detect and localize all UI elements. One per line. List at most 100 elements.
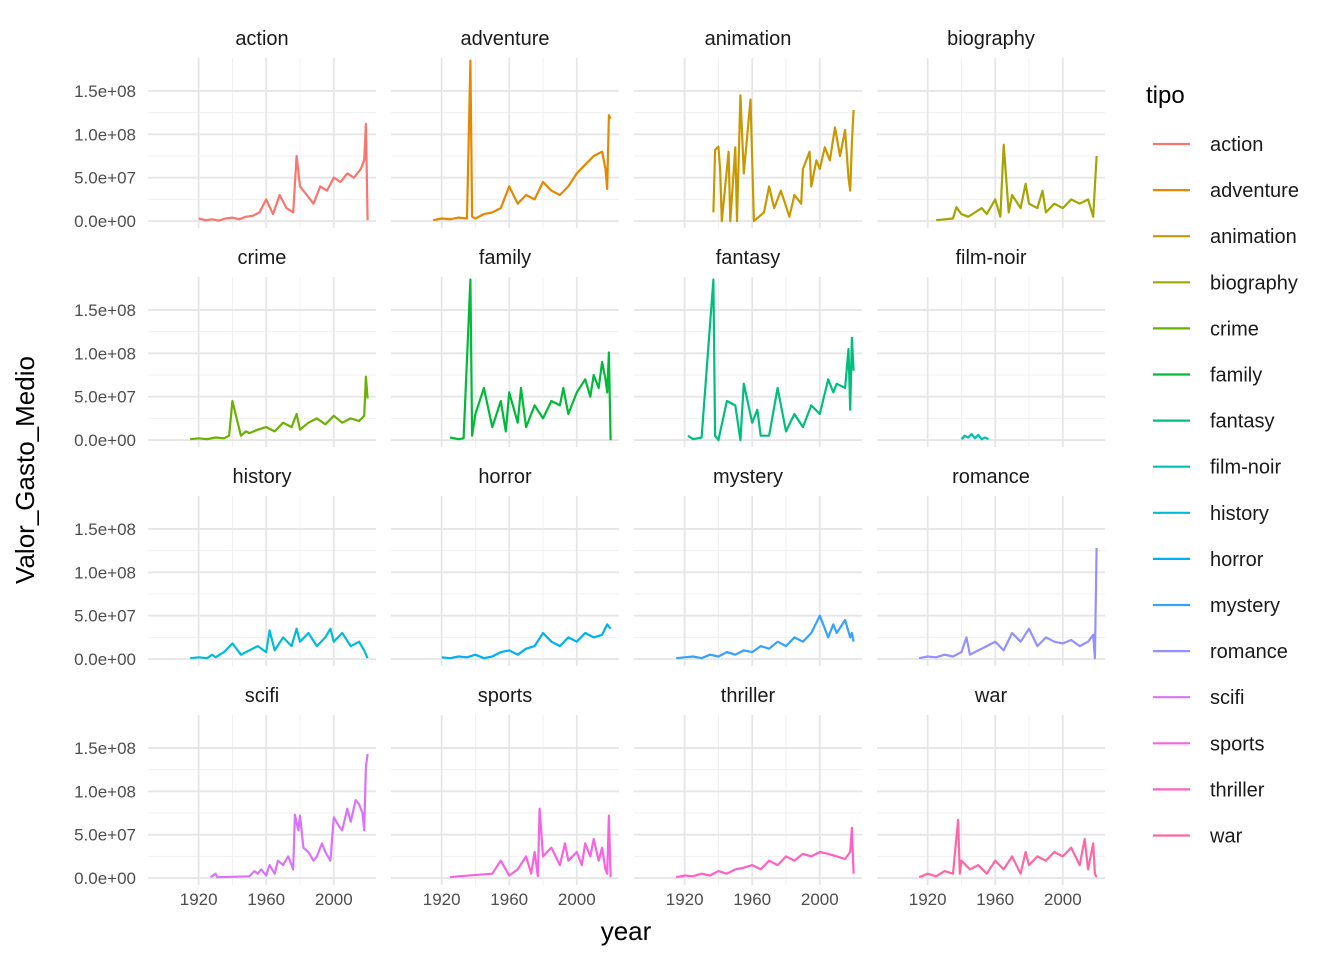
x-tick-label: 2000 [315, 890, 353, 909]
facet-strip-label: thriller [721, 685, 776, 707]
legend: tipo action adventure animation biography cr… [1146, 82, 1299, 848]
y-tick-label: 0.0e+00 [74, 650, 136, 669]
facet-strip-label: horror [478, 466, 532, 488]
legend-item-romance: romance [1153, 641, 1288, 663]
series-line-film-noir [960, 432, 989, 441]
series-line-action [198, 122, 369, 222]
series-line-thriller [675, 826, 855, 879]
x-tick-label: 2000 [801, 890, 839, 909]
facet-strip-label: sports [478, 685, 532, 707]
facet-strip-label: history [233, 466, 292, 488]
legend-label: horror [1210, 549, 1264, 571]
legend-item-history: history [1153, 503, 1269, 525]
x-tick-label: 1920 [909, 890, 947, 909]
legend-item-thriller: thriller [1153, 779, 1265, 801]
series-line-biography [935, 143, 1098, 222]
x-tick-label: 1920 [666, 890, 704, 909]
legend-label: history [1210, 503, 1269, 525]
y-tick-label: 5.0e+07 [74, 169, 136, 188]
y-tick-label: 1.0e+08 [74, 344, 136, 363]
legend-label: action [1210, 134, 1263, 156]
facet-strip-label: crime [238, 247, 287, 269]
series-line-family [449, 278, 612, 441]
y-tick-label: 1.5e+08 [74, 739, 136, 758]
legend-label: film-noir [1210, 457, 1281, 479]
legend-item-action: action [1153, 134, 1263, 156]
legend-label: sports [1210, 733, 1264, 755]
x-tick-label: 1960 [490, 890, 528, 909]
legend-item-war: war [1153, 826, 1243, 848]
x-tick-label: 2000 [558, 890, 596, 909]
legend-label: fantasy [1210, 411, 1274, 433]
legend-label: thriller [1210, 779, 1265, 801]
legend-item-mystery: mystery [1153, 595, 1280, 617]
legend-label: romance [1210, 641, 1288, 663]
legend-item-adventure: adventure [1153, 180, 1299, 202]
facet-strip-label: scifi [245, 685, 279, 707]
y-tick-label: 0.0e+00 [74, 431, 136, 450]
legend-item-animation: animation [1153, 226, 1297, 248]
panel-scifi: scifi [148, 685, 376, 885]
panel-mystery: mystery [634, 466, 862, 666]
legend-label: scifi [1210, 687, 1244, 709]
panel-biography: biography [877, 28, 1105, 228]
series-line-romance [918, 547, 1098, 660]
y-tick-label: 1.5e+08 [74, 520, 136, 539]
x-tick-label: 1920 [180, 890, 218, 909]
panel-history: history [148, 466, 376, 666]
legend-label: war [1209, 826, 1243, 848]
y-axis: 0.0e+00 5.0e+07 1.0e+08 1.5e+08 0.0e+00 5.0e+… [74, 82, 136, 888]
panel-thriller: thriller [634, 685, 862, 885]
panel-fantasy: fantasy [634, 247, 862, 447]
facet-strip-label: adventure [461, 28, 550, 50]
x-tick-label: 1960 [733, 890, 771, 909]
facet-strip-label: fantasy [716, 247, 780, 269]
panel-adventure: adventure [391, 28, 619, 228]
legend-title: tipo [1146, 82, 1185, 109]
legend-label: adventure [1210, 180, 1299, 202]
panel-crime: crime [148, 247, 376, 447]
legend-item-biography: biography [1153, 272, 1298, 294]
y-tick-label: 0.0e+00 [74, 869, 136, 888]
legend-label: animation [1210, 226, 1297, 248]
legend-label: biography [1210, 272, 1298, 294]
series-line-fantasy [687, 278, 855, 442]
x-axis: 1920 1960 2000 1920 1960 2000 1920 1960 2000 1920… [180, 890, 1082, 909]
x-tick-label: 1960 [976, 890, 1014, 909]
legend-item-horror: horror [1153, 549, 1264, 571]
legend-label: mystery [1210, 595, 1280, 617]
y-tick-label: 1.5e+08 [74, 301, 136, 320]
facet-strip-label: mystery [713, 466, 783, 488]
legend-label: crime [1210, 318, 1259, 340]
series-line-horror [441, 623, 612, 660]
x-tick-label: 1920 [423, 890, 461, 909]
legend-item-film-noir: film-noir [1153, 457, 1281, 479]
series-line-mystery [676, 614, 855, 660]
y-tick-label: 1.0e+08 [74, 782, 136, 801]
facet-strip-label: family [479, 247, 531, 269]
legend-item-crime: crime [1153, 318, 1259, 340]
series-line-crime [190, 375, 369, 441]
panel-war: war [877, 685, 1105, 885]
y-tick-label: 0.0e+00 [74, 212, 136, 231]
y-tick-label: 5.0e+07 [74, 388, 136, 407]
facet-strip-label: animation [705, 28, 792, 50]
panel-sports: sports [391, 685, 619, 885]
facet-strip-label: action [235, 28, 288, 50]
y-tick-label: 1.0e+08 [74, 125, 136, 144]
x-tick-label: 1960 [247, 890, 285, 909]
series-line-sports [449, 807, 612, 879]
series-line-animation [712, 94, 855, 223]
panel-horror: horror [391, 466, 619, 666]
facet-panels: action adventure animation biography crime fa… [148, 28, 1105, 885]
y-tick-label: 5.0e+07 [74, 607, 136, 626]
series-line-history [190, 627, 369, 660]
facet-strip-label: romance [952, 466, 1030, 488]
panel-action: action [148, 28, 376, 228]
y-tick-label: 5.0e+07 [74, 826, 136, 845]
panel-family: family [391, 247, 619, 447]
panel-romance: romance [877, 466, 1105, 666]
y-axis-title: Valor_Gasto_Medio [10, 356, 40, 584]
y-tick-label: 1.0e+08 [74, 563, 136, 582]
legend-item-family: family [1153, 365, 1262, 387]
